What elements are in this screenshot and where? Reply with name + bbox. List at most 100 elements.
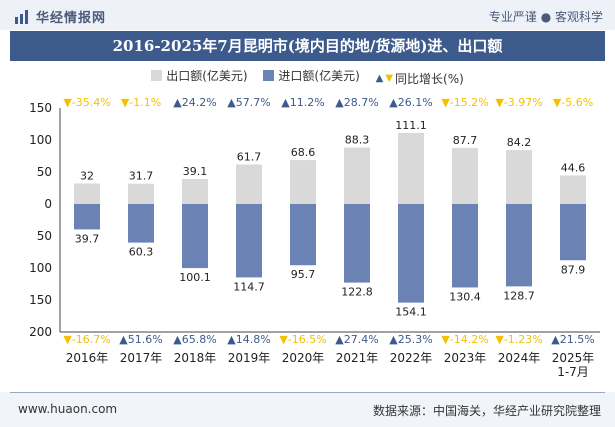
import-value-label: 122.8 [341, 286, 373, 299]
export-growth-label: ▲57.7% [227, 96, 270, 109]
y-tick-label: 50 [37, 165, 52, 179]
title-bar: 2016-2025年7月昆明市(境内目的地/货源地)进、出口额 [10, 31, 605, 61]
export-value-label: 32 [80, 170, 94, 183]
footer-source: 数据来源：中国海关，华经产业研究院整理 [372, 404, 601, 418]
import-growth-label: ▲14.8% [227, 333, 270, 346]
legend-export-swatch [151, 70, 163, 81]
export-value-label: 68.6 [291, 146, 316, 159]
import-bar [128, 204, 154, 243]
import-growth-label: ▲27.4% [335, 333, 378, 346]
x-tick-label: 2019年 [228, 351, 271, 365]
import-bar [236, 204, 262, 278]
legend-export-label: 出口额(亿美元) [166, 69, 248, 83]
x-tick-label: 2023年 [444, 351, 487, 365]
x-tick-label: 1-7月 [557, 365, 589, 379]
import-bar [506, 204, 532, 287]
import-value-label: 130.4 [449, 290, 481, 303]
export-growth-label: ▲26.1% [389, 96, 432, 109]
x-tick-label: 2024年 [498, 351, 541, 365]
import-growth-label: ▲51.6% [119, 333, 162, 346]
export-growth-label: ▼-3.97% [495, 96, 542, 109]
export-value-label: 39.1 [183, 165, 208, 178]
import-bar [74, 204, 100, 230]
export-growth-label: ▼-35.4% [63, 96, 110, 109]
footer-divider [10, 392, 605, 393]
y-tick-label: 50 [37, 229, 52, 243]
import-value-label: 60.3 [129, 246, 154, 259]
y-tick-label: 0 [44, 197, 52, 211]
export-bar [452, 147, 478, 204]
export-growth-label: ▲28.7% [335, 96, 378, 109]
x-tick-label: 2018年 [174, 351, 217, 365]
import-bar [182, 204, 208, 269]
x-tick-label: 2025年 [552, 351, 595, 365]
export-bar [290, 160, 316, 204]
down-triangle-icon: ▼ [385, 73, 394, 84]
import-bar [398, 204, 424, 303]
import-growth-label: ▲25.3% [389, 333, 432, 346]
export-growth-label: ▼-15.2% [441, 96, 488, 109]
export-value-label: 111.1 [395, 119, 427, 132]
y-tick-label: 100 [29, 133, 52, 147]
x-tick-label: 2021年 [336, 351, 379, 365]
import-growth-label: ▼-16.5% [279, 333, 326, 346]
export-value-label: 84.2 [507, 136, 532, 149]
export-value-label: 44.6 [561, 161, 586, 174]
footer: www.huaon.com 数据来源：中国海关，华经产业研究院整理 [0, 392, 615, 427]
import-value-label: 39.7 [75, 232, 100, 245]
legend-import-swatch [263, 70, 275, 81]
x-tick-label: 2020年 [282, 351, 325, 365]
export-bar [344, 147, 370, 204]
import-bar [344, 204, 370, 283]
import-growth-label: ▼-1.23% [495, 333, 542, 346]
import-bar [560, 204, 586, 261]
export-growth-label: ▼-1.1% [121, 96, 161, 109]
brand-name: 华经情报网 [36, 11, 107, 26]
x-tick-label: 2022年 [390, 351, 433, 365]
legend: 出口额(亿美元) 进口额(亿美元) ▲ ▼ 同比增长(%) [0, 67, 615, 87]
export-value-label: 87.7 [453, 134, 478, 147]
export-growth-label: ▼-5.6% [553, 96, 593, 109]
export-value-label: 61.7 [237, 151, 262, 164]
export-growth-label: ▲24.2% [173, 96, 216, 109]
export-bar [398, 132, 424, 204]
export-growth-label: ▲11.2% [281, 96, 324, 109]
tagline: 专业严谨 ● 客观科学 [488, 10, 603, 24]
import-bar [290, 204, 316, 266]
export-bar [182, 178, 208, 204]
export-bar [128, 183, 154, 204]
export-value-label: 31.7 [129, 170, 154, 183]
import-value-label: 114.7 [233, 280, 265, 293]
x-tick-label: 2016年 [66, 351, 109, 365]
import-growth-label: ▲65.8% [173, 333, 216, 346]
legend-growth: ▲ ▼ 同比增长(%) [376, 70, 464, 87]
chart-title: 2016-2025年7月昆明市(境内目的地/货源地)进、出口额 [112, 37, 503, 55]
top-bar: 华经情报网 专业严谨 ● 客观科学 [0, 0, 615, 30]
chart: 150 100 50 0 50 100 150 200 32 39.7 ▼-35.4% ▼-16.7%… [29, 96, 600, 379]
import-value-label: 154.1 [395, 306, 427, 319]
y-tick-label: 150 [29, 101, 52, 115]
import-value-label: 87.9 [561, 263, 586, 276]
legend-import-label: 进口额(亿美元) [278, 69, 360, 83]
import-value-label: 128.7 [503, 289, 535, 302]
legend-export: 出口额(亿美元) [151, 67, 248, 84]
import-value-label: 100.1 [179, 271, 211, 284]
import-growth-label: ▲21.5% [551, 333, 594, 346]
up-triangle-icon: ▲ [375, 73, 384, 84]
export-bar [74, 183, 100, 204]
export-bar [506, 150, 532, 204]
brand: 华经情报网 [14, 7, 106, 26]
legend-growth-label: 同比增长(%) [395, 72, 464, 86]
footer-website: www.huaon.com [18, 402, 118, 416]
x-tick-label: 2017年 [120, 351, 163, 365]
import-value-label: 95.7 [291, 268, 316, 281]
import-growth-label: ▼-16.7% [63, 333, 110, 346]
y-tick-label: 100 [29, 261, 52, 275]
export-bar [236, 164, 262, 204]
legend-import: 进口额(亿美元) [263, 67, 360, 84]
import-growth-label: ▼-14.2% [441, 333, 488, 346]
import-bar [452, 204, 478, 288]
y-tick-label: 150 [29, 293, 52, 307]
y-tick-label: 200 [29, 325, 52, 339]
